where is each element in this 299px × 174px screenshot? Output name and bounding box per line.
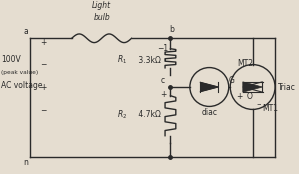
Text: O: O: [247, 92, 253, 101]
Text: G: G: [229, 76, 235, 85]
Text: bulb: bulb: [93, 13, 110, 22]
Text: +: +: [40, 38, 47, 47]
Ellipse shape: [190, 68, 229, 106]
Text: 3.3kΩ: 3.3kΩ: [136, 56, 161, 65]
Text: +: +: [40, 82, 47, 92]
Polygon shape: [243, 82, 263, 92]
Text: MT1: MT1: [262, 104, 278, 113]
Text: b: b: [170, 25, 174, 34]
Text: MT2: MT2: [237, 59, 253, 68]
Text: −1: −1: [157, 44, 169, 53]
Text: n: n: [23, 158, 28, 167]
Text: Triac: Triac: [278, 82, 296, 92]
Text: +: +: [160, 90, 166, 99]
Text: 4.7kΩ: 4.7kΩ: [136, 110, 161, 119]
Text: AC voltage: AC voltage: [1, 81, 43, 90]
Ellipse shape: [230, 65, 275, 109]
Text: $R_1$: $R_1$: [117, 54, 127, 66]
Text: +: +: [236, 92, 242, 101]
Text: −: −: [40, 106, 47, 115]
Polygon shape: [200, 82, 218, 92]
Text: $R_2$: $R_2$: [117, 109, 127, 121]
Text: −: −: [256, 101, 261, 106]
Text: Light: Light: [92, 1, 111, 10]
Text: diac: diac: [201, 108, 217, 117]
Text: a: a: [23, 27, 28, 36]
Text: 100V: 100V: [1, 55, 21, 64]
Text: −: −: [40, 60, 47, 69]
Text: (peak value): (peak value): [1, 70, 39, 75]
Text: c: c: [161, 76, 165, 85]
